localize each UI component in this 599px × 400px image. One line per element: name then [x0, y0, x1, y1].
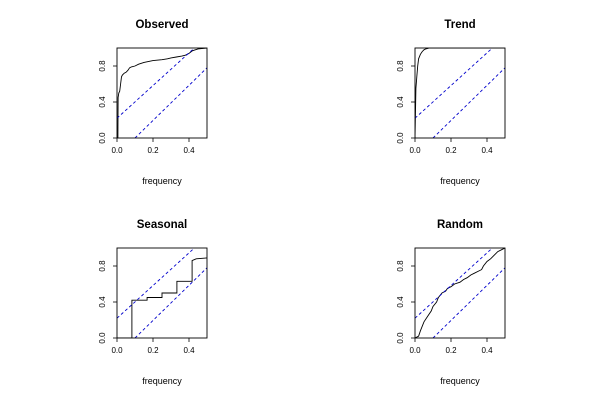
x-axis-label: frequency — [142, 176, 182, 186]
cumulative-periodogram-line — [415, 48, 505, 138]
x-tick-label: 0.0 — [409, 346, 421, 355]
y-tick-label: 0.4 — [98, 296, 107, 308]
cumulative-periodogram-line — [117, 257, 207, 338]
y-tick-label: 0.8 — [396, 60, 405, 72]
confidence-band-line — [415, 48, 493, 119]
y-tick-label: 0.8 — [98, 60, 107, 72]
y-tick-label: 0.4 — [396, 96, 405, 108]
x-tick-label: 0.0 — [111, 346, 123, 355]
plot-frame — [116, 47, 208, 139]
x-axis-label: frequency — [142, 376, 182, 386]
y-tick-label: 0.0 — [396, 132, 405, 144]
chart-title: Trend — [444, 19, 475, 31]
x-tick-label: 0.4 — [481, 346, 493, 355]
y-tick-label: 0.4 — [98, 96, 107, 108]
x-tick-label: 0.0 — [111, 146, 123, 155]
y-tick-label: 0.0 — [98, 132, 107, 144]
x-tick-label: 0.2 — [147, 346, 159, 355]
confidence-band-line — [415, 248, 493, 319]
confidence-band-line — [432, 267, 505, 338]
y-tick-label: 0.4 — [396, 296, 405, 308]
x-axis-label: frequency — [440, 376, 480, 386]
chart-panel-3: Seasonal 0.0 0.2 0.4 0.0 0.4 0.8 frequency — [98, 219, 208, 386]
y-tick-label: 0.8 — [98, 260, 107, 272]
x-tick-label: 0.2 — [147, 146, 159, 155]
x-tick-label: 0.4 — [183, 346, 195, 355]
x-tick-label: 0.4 — [481, 146, 493, 155]
x-tick-label: 0.4 — [183, 146, 195, 155]
chart-panel-1: Observed 0.0 0.2 0.4 0.0 0.4 0.8 frequency — [98, 19, 208, 186]
cumulative-periodogram-line — [117, 48, 207, 138]
chart-panel-4: Random 0.0 0.2 0.4 0.0 0.4 0.8 frequency — [396, 219, 506, 386]
x-axis-label: frequency — [440, 176, 480, 186]
chart-panel-2: Trend 0.0 0.2 0.4 0.0 0.4 0.8 frequency — [396, 19, 506, 186]
y-tick-label: 0.8 — [396, 260, 405, 272]
cumulative-periodogram-line — [415, 248, 505, 338]
confidence-band-line — [432, 67, 505, 138]
y-tick-label: 0.0 — [396, 332, 405, 344]
confidence-band-line — [134, 267, 207, 338]
y-tick-label: 0.0 — [98, 332, 107, 344]
x-tick-label: 0.0 — [409, 146, 421, 155]
chart-title: Random — [437, 219, 483, 231]
x-tick-label: 0.2 — [445, 346, 457, 355]
confidence-band-line — [134, 67, 207, 138]
plot-frame — [414, 47, 506, 139]
plot-frame — [116, 247, 208, 339]
chart-title: Seasonal — [137, 219, 188, 231]
confidence-band-line — [117, 48, 195, 119]
plot-frame — [414, 247, 506, 339]
x-tick-label: 0.2 — [445, 146, 457, 155]
confidence-band-line — [117, 248, 195, 319]
chart-title: Observed — [135, 19, 188, 31]
